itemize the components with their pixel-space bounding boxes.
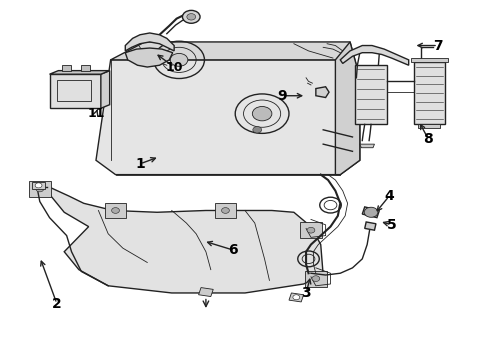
Text: 10: 10 — [166, 60, 183, 73]
Text: 11: 11 — [87, 107, 105, 120]
Polygon shape — [340, 45, 409, 65]
Text: 8: 8 — [423, 132, 433, 146]
Polygon shape — [305, 271, 327, 287]
Polygon shape — [300, 222, 322, 238]
Polygon shape — [355, 65, 387, 125]
Polygon shape — [40, 187, 323, 293]
Polygon shape — [365, 222, 376, 230]
Polygon shape — [62, 65, 71, 71]
Polygon shape — [105, 203, 126, 219]
Polygon shape — [29, 181, 50, 197]
Circle shape — [36, 186, 44, 192]
Polygon shape — [414, 62, 445, 125]
Polygon shape — [411, 58, 448, 62]
Circle shape — [187, 14, 196, 20]
Polygon shape — [360, 144, 374, 148]
Text: 9: 9 — [277, 89, 287, 103]
Polygon shape — [125, 48, 172, 67]
Polygon shape — [111, 42, 360, 78]
Circle shape — [221, 208, 229, 213]
Circle shape — [170, 53, 188, 66]
Circle shape — [182, 10, 200, 23]
Text: 5: 5 — [387, 218, 396, 232]
Circle shape — [112, 208, 120, 213]
Text: 1: 1 — [135, 157, 145, 171]
Circle shape — [364, 207, 378, 217]
Text: 4: 4 — [384, 189, 394, 203]
Polygon shape — [316, 87, 329, 98]
Circle shape — [252, 107, 272, 121]
Text: 6: 6 — [228, 243, 238, 257]
Circle shape — [293, 295, 300, 300]
Polygon shape — [289, 293, 304, 302]
Polygon shape — [335, 42, 360, 175]
Circle shape — [253, 127, 262, 133]
Polygon shape — [362, 207, 379, 218]
Polygon shape — [198, 288, 213, 297]
Text: 3: 3 — [301, 286, 311, 300]
Text: 2: 2 — [52, 297, 62, 311]
Polygon shape — [125, 33, 174, 51]
Polygon shape — [101, 71, 110, 108]
Polygon shape — [32, 182, 45, 189]
Polygon shape — [81, 65, 90, 71]
Polygon shape — [49, 74, 101, 108]
Polygon shape — [418, 125, 441, 128]
Polygon shape — [215, 203, 236, 219]
Polygon shape — [96, 60, 360, 175]
Circle shape — [312, 276, 320, 282]
Polygon shape — [49, 71, 110, 74]
Circle shape — [307, 227, 315, 233]
Circle shape — [35, 183, 42, 188]
Text: 7: 7 — [433, 39, 443, 53]
